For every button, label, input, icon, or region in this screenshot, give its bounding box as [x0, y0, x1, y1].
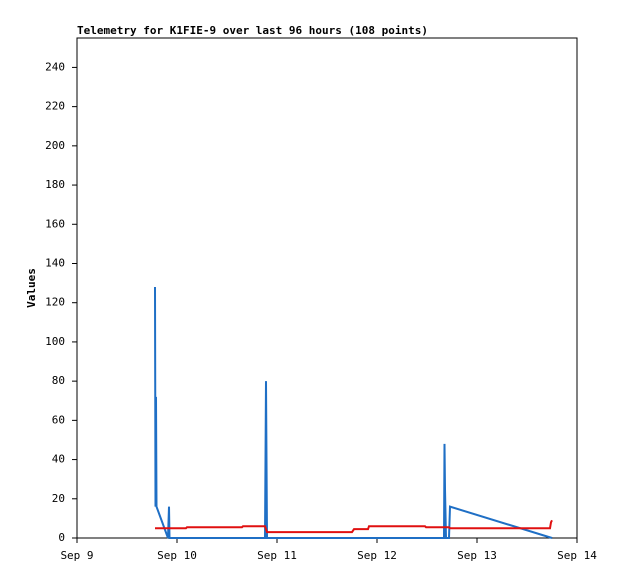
series-line [155, 519, 553, 534]
plot-frame [76, 37, 578, 539]
y-tick-label: 20 [52, 492, 65, 505]
y-tick-label: 240 [45, 60, 65, 73]
y-tick-label: 180 [45, 178, 65, 191]
y-tick-label: 200 [45, 139, 65, 152]
x-tick-label: Sep 14 [557, 549, 597, 562]
y-tick-label: 80 [52, 374, 65, 387]
y-tick-label: 40 [52, 453, 65, 466]
x-tick-label: Sep 10 [157, 549, 197, 562]
y-axis-label: Values [25, 268, 38, 308]
y-tick-label: 60 [52, 413, 65, 426]
y-tick-label: 0 [58, 531, 65, 544]
series-line [154, 287, 553, 539]
x-tick-label: Sep 13 [457, 549, 497, 562]
y-tick-label: 160 [45, 217, 65, 230]
y-tick-label: 220 [45, 100, 65, 113]
y-tick-label: 140 [45, 256, 65, 269]
y-tick-label: 100 [45, 335, 65, 348]
x-tick-label: Sep 9 [60, 549, 93, 562]
y-tick-label: 120 [45, 296, 65, 309]
x-tick-label: Sep 12 [357, 549, 397, 562]
chart-title: Telemetry for K1FIE-9 over last 96 hours… [77, 24, 428, 37]
x-tick-label: Sep 11 [257, 549, 297, 562]
